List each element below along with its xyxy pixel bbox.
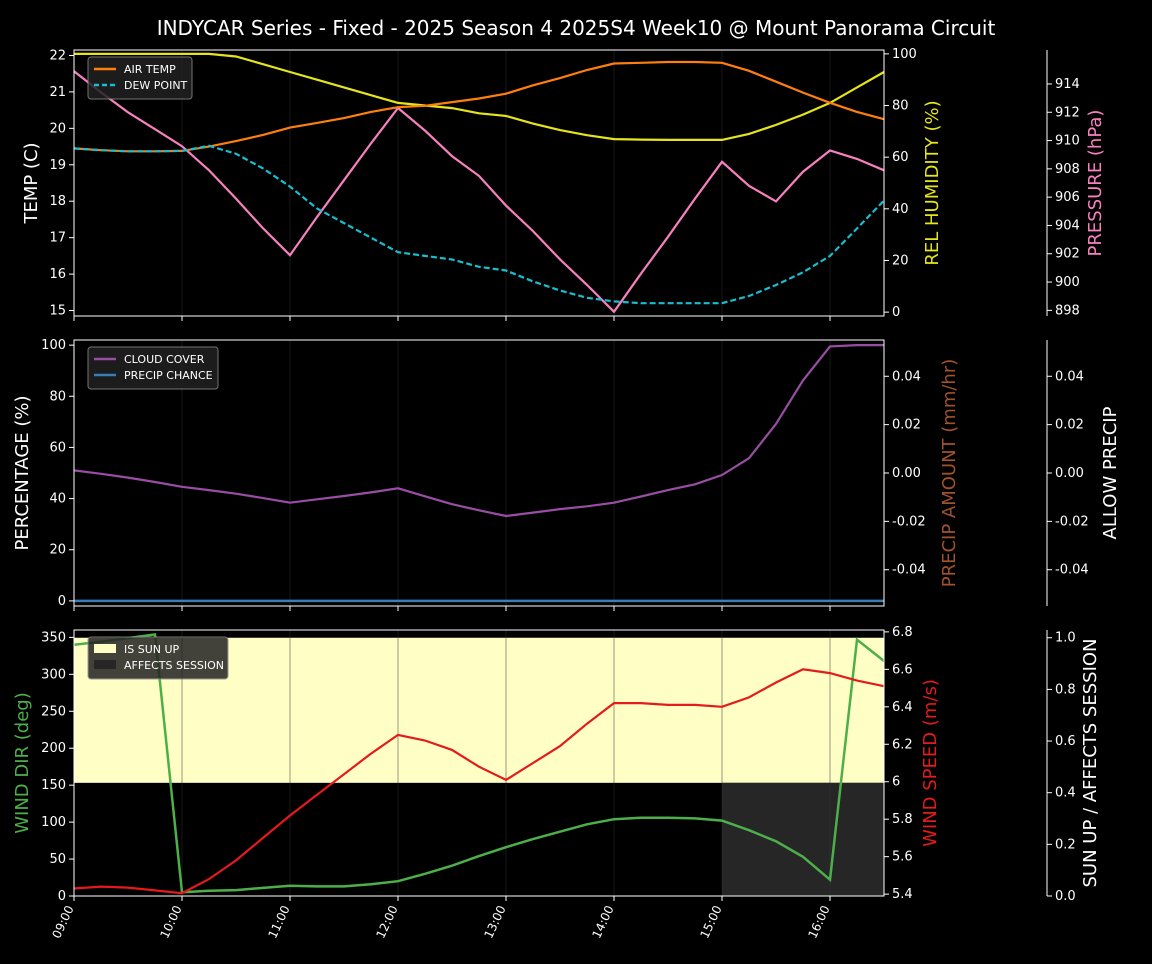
humidity-line — [74, 52, 885, 141]
sun-up-axis-tick-label: 0.4 — [1055, 786, 1076, 801]
temp-axis-tick-label: 18 — [49, 194, 66, 209]
wind-speed-axis-tick-label: 6.6 — [892, 662, 913, 677]
wind-dir-axis-label: WIND DIR (deg) — [12, 692, 33, 834]
sun-up-axis-label: SUN UP / AFFECTS SESSION — [1080, 638, 1101, 887]
precip-amount-axis-label: PRECIP AMOUNT (mm/hr) — [939, 359, 960, 588]
pressure-axis-tick-label: 904 — [1055, 218, 1080, 233]
allow-precip-axis-tick-label: -0.02 — [1055, 514, 1089, 529]
chart-title: INDYCAR Series - Fixed - 2025 Season 4 2… — [157, 16, 996, 40]
temp-axis-label: TEMP (C) — [21, 142, 42, 224]
percentage-axis-tick-label: 100 — [41, 338, 66, 353]
legend: CLOUD COVER PRECIP CHANCE — [87, 346, 219, 390]
wind-speed-axis-label: WIND SPEED (m/s) — [920, 679, 941, 847]
percentage-axis-tick-label: 20 — [49, 543, 66, 558]
temp-axis-tick-label: 21 — [49, 85, 66, 100]
temp-axis-tick-label: 15 — [49, 304, 66, 319]
allow-precip-axis-label: ALLOW PRECIP — [1100, 406, 1121, 539]
wind-dir-line — [74, 632, 884, 894]
wind-dir-axis-tick-label: 350 — [41, 630, 66, 645]
pressure-axis-tick-label: 900 — [1055, 275, 1080, 290]
wind-speed-axis-tick-label: 5.4 — [892, 887, 913, 902]
percentage-axis-tick-label: 60 — [49, 440, 66, 455]
legend-label: AFFECTS SESSION — [124, 659, 224, 672]
precip-amount-axis-tick-label: 0.00 — [892, 466, 921, 481]
sun-up-axis-tick-label: 1.0 — [1055, 631, 1076, 646]
sun-up-axis-tick-label: 0.2 — [1055, 837, 1076, 852]
wind-dir-axis-tick-label: 100 — [41, 815, 66, 830]
affects-session-band — [722, 782, 884, 896]
pressure-axis-tick-label: 902 — [1055, 247, 1080, 262]
wind-speed-line — [73, 668, 885, 895]
percentage-axis-tick-label: 80 — [49, 389, 66, 404]
legend-label: DEW POINT — [124, 79, 188, 92]
legend-label: AIR TEMP — [124, 63, 176, 76]
wind-speed-axis-tick-label: 6.8 — [892, 625, 913, 640]
legend-swatch — [94, 660, 116, 669]
wind-speed-axis-tick-label: 6.2 — [892, 737, 913, 752]
plot-frame-1 — [73, 49, 885, 317]
wind-speed-axis-tick-label: 5.6 — [892, 850, 913, 865]
pressure-line — [73, 70, 885, 314]
pressure-axis-tick-label: 912 — [1055, 105, 1080, 120]
humidity-axis-tick-label: 80 — [892, 99, 909, 114]
humidity-axis-tick-label: 0 — [892, 305, 900, 320]
precip-amount-axis-tick-label: -0.04 — [892, 563, 926, 578]
temp-axis-tick-label: 20 — [49, 121, 66, 136]
humidity-axis-label: REL HUMIDITY (%) — [922, 100, 943, 265]
legend: IS SUN UP AFFECTS SESSION — [87, 636, 229, 680]
pressure-axis-label: PRESSURE (hPa) — [1085, 110, 1106, 257]
wind-dir-axis-tick-label: 0 — [58, 889, 66, 904]
pressure-axis-tick-label: 906 — [1055, 190, 1080, 205]
allow-precip-axis-tick-label: 0.02 — [1055, 418, 1084, 433]
allow-precip-axis-tick-label: 0.04 — [1055, 369, 1084, 384]
legend-box — [87, 346, 219, 390]
temp-axis-tick-label: 19 — [49, 158, 66, 173]
allow-precip-axis-tick-label: 0.00 — [1055, 466, 1084, 481]
wind-speed-axis-tick-label: 6 — [892, 775, 900, 790]
plot-frame-3 — [73, 629, 885, 897]
percentage-axis-tick-label: 0 — [58, 594, 66, 609]
temp-axis-tick-label: 16 — [49, 267, 66, 282]
pressure-axis-tick-label: 914 — [1055, 77, 1080, 92]
pressure-axis-tick-label: 898 — [1055, 303, 1080, 318]
precip-amount-axis-tick-label: 0.04 — [892, 369, 921, 384]
pressure-axis-tick-label: 910 — [1055, 134, 1080, 149]
wind-dir-axis-tick-label: 50 — [49, 852, 66, 867]
legend-label: CLOUD COVER — [124, 353, 205, 366]
wind-dir-axis-tick-label: 250 — [41, 704, 66, 719]
legend: AIR TEMP DEW POINT — [87, 56, 193, 100]
humidity-axis-tick-label: 60 — [892, 150, 909, 165]
wind-dir-axis-tick-label: 200 — [41, 741, 66, 756]
wind-dir-axis-tick-label: 300 — [41, 667, 66, 682]
precip-amount-axis-tick-label: -0.02 — [892, 514, 926, 529]
sun-up-axis-tick-label: 0.6 — [1055, 734, 1076, 749]
legend-box — [87, 636, 229, 680]
wind-dir-axis-tick-label: 150 — [41, 778, 66, 793]
cloud-cover-line — [73, 344, 884, 518]
legend-box — [87, 56, 193, 100]
sun-up-axis-tick-label: 0.0 — [1055, 889, 1076, 904]
sun-up-axis-tick-label: 0.8 — [1055, 682, 1076, 697]
temp-axis-tick-label: 22 — [49, 48, 66, 63]
humidity-axis-tick-label: 20 — [892, 253, 909, 268]
percentage-axis-label: PERCENTAGE (%) — [12, 395, 33, 550]
legend-swatch — [94, 644, 116, 653]
temp-axis-tick-label: 17 — [49, 231, 66, 246]
pressure-axis-tick-label: 908 — [1055, 162, 1080, 177]
dew-point-line — [73, 144, 885, 305]
wind-speed-axis-tick-label: 5.8 — [892, 812, 913, 827]
humidity-axis-tick-label: 100 — [892, 47, 917, 62]
legend-label: PRECIP CHANCE — [124, 369, 213, 382]
wind-speed-axis-tick-label: 6.4 — [892, 700, 913, 715]
precip-amount-axis-tick-label: 0.02 — [892, 418, 921, 433]
percentage-axis-tick-label: 40 — [49, 492, 66, 507]
allow-precip-axis-tick-label: -0.04 — [1055, 563, 1089, 578]
legend-label: IS SUN UP — [124, 643, 180, 656]
humidity-axis-tick-label: 40 — [892, 202, 909, 217]
